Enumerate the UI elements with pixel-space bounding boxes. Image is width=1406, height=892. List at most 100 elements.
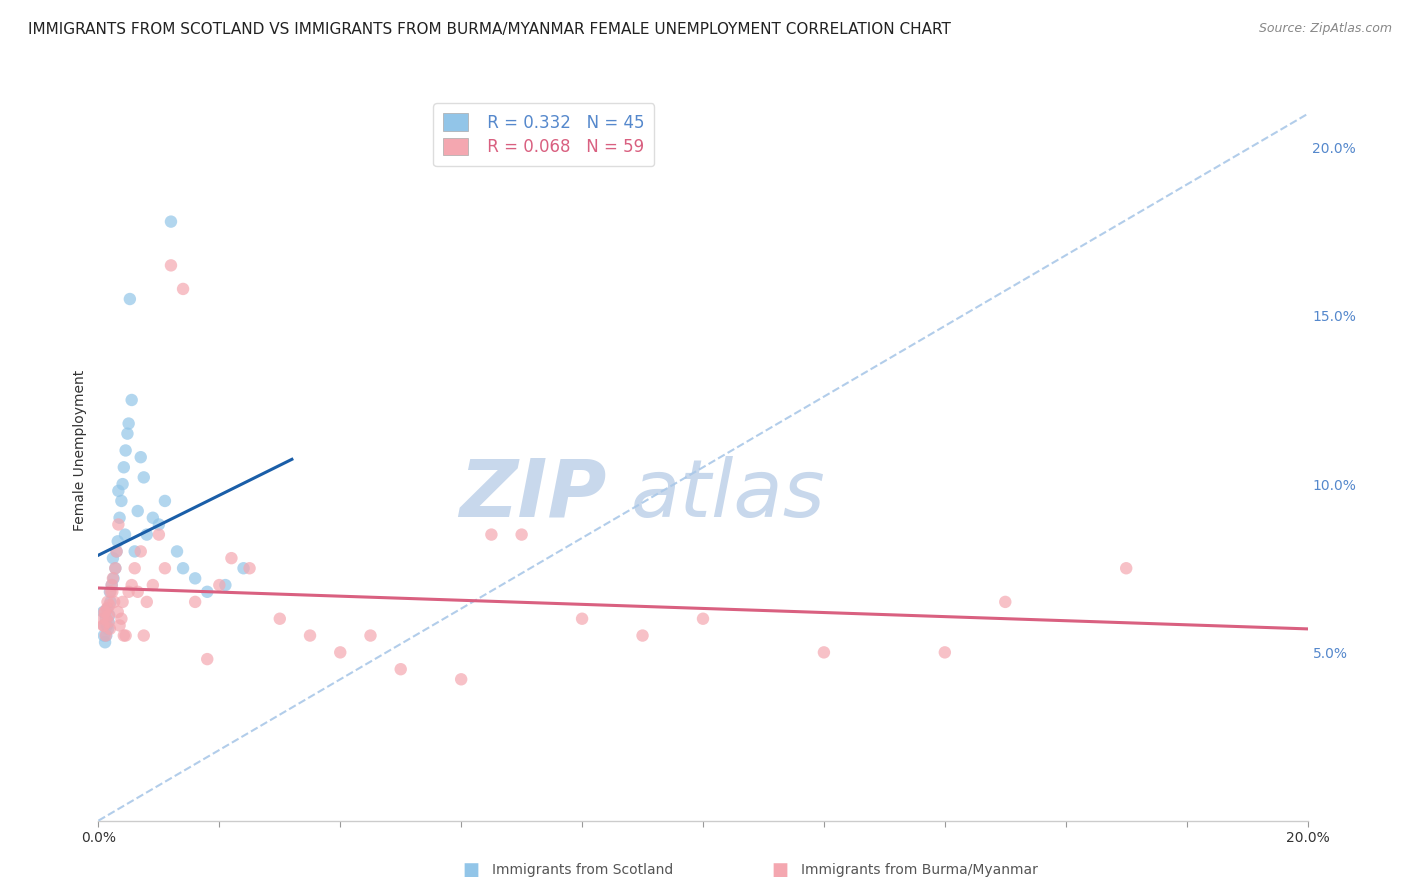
Point bbox=[98, 622, 121, 636]
Point bbox=[214, 578, 236, 592]
Point bbox=[184, 571, 207, 585]
Point bbox=[93, 605, 115, 619]
Point bbox=[93, 618, 115, 632]
Point bbox=[107, 517, 129, 532]
Point bbox=[360, 628, 382, 642]
Text: ■: ■ bbox=[772, 861, 789, 879]
Point bbox=[148, 517, 170, 532]
Point bbox=[1115, 561, 1137, 575]
Point bbox=[110, 494, 132, 508]
Point bbox=[208, 578, 231, 592]
Point bbox=[94, 628, 117, 642]
Point bbox=[101, 551, 124, 566]
Point bbox=[107, 605, 129, 619]
Point bbox=[510, 527, 533, 541]
Point bbox=[110, 612, 132, 626]
Text: Immigrants from Scotland: Immigrants from Scotland bbox=[492, 863, 673, 877]
Point bbox=[114, 443, 136, 458]
Point bbox=[97, 615, 120, 629]
Point bbox=[142, 510, 165, 524]
Point bbox=[96, 601, 118, 615]
Point bbox=[91, 618, 114, 632]
Point bbox=[571, 612, 593, 626]
Point bbox=[129, 544, 152, 558]
Point bbox=[232, 561, 254, 575]
Legend:  R = 0.332   N = 45,  R = 0.068   N = 59: R = 0.332 N = 45, R = 0.068 N = 59 bbox=[433, 103, 654, 167]
Text: Immigrants from Burma/Myanmar: Immigrants from Burma/Myanmar bbox=[801, 863, 1038, 877]
Point bbox=[221, 551, 243, 566]
Point bbox=[148, 527, 170, 541]
Point bbox=[132, 470, 155, 484]
Point bbox=[153, 561, 176, 575]
Point bbox=[107, 534, 129, 549]
Point bbox=[100, 584, 122, 599]
Point bbox=[172, 282, 194, 296]
Point bbox=[101, 584, 124, 599]
Point bbox=[269, 612, 291, 626]
Point bbox=[91, 612, 114, 626]
Point bbox=[118, 292, 141, 306]
Point bbox=[121, 392, 143, 407]
Point bbox=[112, 460, 135, 475]
Point bbox=[100, 595, 122, 609]
Point bbox=[97, 622, 120, 636]
Point bbox=[389, 662, 412, 676]
Point bbox=[299, 628, 322, 642]
Text: ZIP: ZIP bbox=[458, 456, 606, 534]
Point bbox=[104, 561, 127, 575]
Point bbox=[97, 615, 120, 629]
Point bbox=[98, 599, 121, 613]
Point bbox=[97, 608, 120, 623]
Point bbox=[160, 214, 183, 228]
Point bbox=[100, 578, 122, 592]
Point bbox=[117, 426, 139, 441]
Point bbox=[93, 618, 115, 632]
Point bbox=[450, 673, 472, 687]
Point bbox=[108, 618, 131, 632]
Point bbox=[481, 527, 503, 541]
Point bbox=[112, 628, 135, 642]
Point bbox=[127, 504, 149, 518]
Point bbox=[692, 612, 714, 626]
Text: IMMIGRANTS FROM SCOTLAND VS IMMIGRANTS FROM BURMA/MYANMAR FEMALE UNEMPLOYMENT CO: IMMIGRANTS FROM SCOTLAND VS IMMIGRANTS F… bbox=[28, 22, 950, 37]
Point bbox=[100, 578, 122, 592]
Point bbox=[94, 605, 117, 619]
Point bbox=[114, 527, 136, 541]
Point bbox=[96, 601, 118, 615]
Point bbox=[631, 628, 654, 642]
Point bbox=[934, 645, 956, 659]
Point bbox=[813, 645, 835, 659]
Point bbox=[96, 628, 118, 642]
Point bbox=[135, 527, 157, 541]
Point bbox=[124, 561, 146, 575]
Point bbox=[111, 595, 134, 609]
Point bbox=[96, 595, 118, 609]
Text: Source: ZipAtlas.com: Source: ZipAtlas.com bbox=[1258, 22, 1392, 36]
Point bbox=[105, 544, 128, 558]
Point bbox=[98, 584, 121, 599]
Point bbox=[94, 612, 117, 626]
Point bbox=[107, 483, 129, 498]
Point bbox=[96, 612, 118, 626]
Point bbox=[94, 635, 117, 649]
Point bbox=[129, 450, 152, 465]
Point bbox=[184, 595, 207, 609]
Point bbox=[329, 645, 352, 659]
Point bbox=[172, 561, 194, 575]
Point bbox=[124, 544, 146, 558]
Point bbox=[160, 258, 183, 272]
Point bbox=[111, 477, 134, 491]
Point bbox=[101, 571, 124, 585]
Point bbox=[96, 618, 118, 632]
Point bbox=[195, 652, 218, 666]
Point bbox=[166, 544, 188, 558]
Text: atlas: atlas bbox=[630, 456, 825, 534]
Point bbox=[108, 510, 131, 524]
Point bbox=[114, 628, 136, 642]
Y-axis label: Female Unemployment: Female Unemployment bbox=[73, 370, 87, 531]
Point bbox=[103, 595, 125, 609]
Text: ■: ■ bbox=[463, 861, 479, 879]
Point bbox=[118, 417, 141, 431]
Point bbox=[195, 584, 218, 599]
Point bbox=[127, 584, 149, 599]
